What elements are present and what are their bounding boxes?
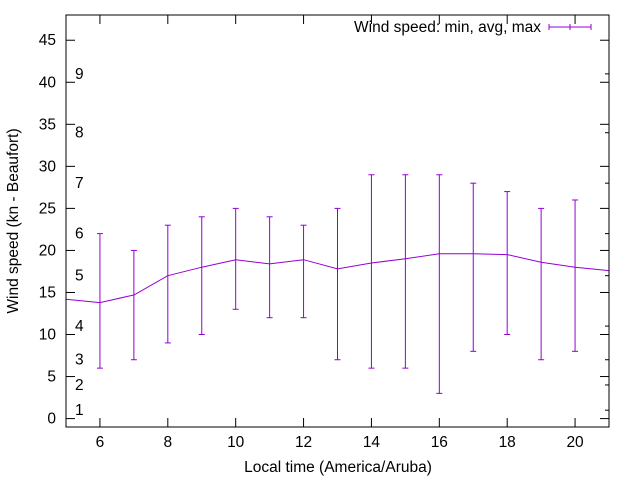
x-axis-title: Local time (America/Aruba): [244, 459, 432, 476]
beaufort-label: 2: [75, 377, 84, 394]
beaufort-label: 3: [75, 352, 84, 369]
y-tick-label: 25: [39, 200, 56, 217]
x-tick-label: 14: [363, 434, 381, 451]
x-tick-label: 18: [499, 434, 516, 451]
x-tick-label: 6: [96, 434, 105, 451]
y-tick-label: 15: [39, 284, 56, 301]
y-tick-label: 30: [39, 158, 57, 175]
beaufort-label: 7: [75, 175, 84, 192]
axis-ticks: [66, 15, 609, 427]
y-tick-label: 5: [47, 369, 56, 386]
avg-series-line: [65, 253, 610, 304]
y-tick-label: 20: [39, 242, 57, 259]
x-tick-label: 8: [164, 434, 173, 451]
error-bars: [96, 174, 579, 394]
beaufort-label: 6: [75, 226, 84, 243]
y-tick-labels: 0 5 10 15 20 25 30 35 40 45: [39, 32, 57, 427]
beaufort-label: 1: [75, 402, 84, 419]
beaufort-label: 4: [75, 318, 84, 335]
y-axis-title: Wind speed (kn - Beaufort): [5, 128, 22, 313]
beaufort-label: 8: [75, 125, 84, 142]
y-tick-label: 10: [39, 327, 57, 344]
beaufort-labels: 1 2 3 4 5 6 7 8 9: [75, 66, 84, 419]
x-tick-label: 20: [566, 434, 584, 451]
plot-border: [65, 14, 610, 428]
legend: Wind speed: min, avg, max: [354, 19, 592, 36]
y-tick-label: 0: [47, 411, 56, 428]
legend-label: Wind speed: min, avg, max: [354, 19, 541, 36]
x-tick-label: 16: [431, 434, 448, 451]
x-tick-label: 10: [227, 434, 245, 451]
beaufort-label: 5: [75, 268, 84, 285]
beaufort-label: 9: [75, 66, 84, 83]
x-tick-label: 12: [295, 434, 312, 451]
x-tick-labels: 6 8 10 12 14 16 18 20: [96, 434, 584, 451]
legend-sample: [548, 24, 592, 30]
y-tick-label: 35: [39, 116, 56, 133]
y-tick-label: 45: [39, 32, 56, 49]
y-tick-label: 40: [39, 74, 57, 91]
